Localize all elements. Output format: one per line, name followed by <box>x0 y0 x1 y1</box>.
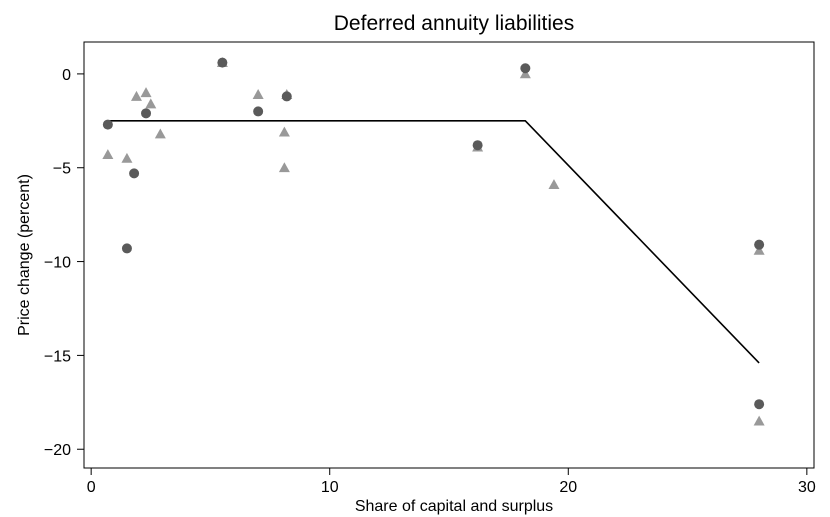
circle-point <box>129 168 140 179</box>
circle-point <box>754 399 765 410</box>
x-tick-label: 10 <box>321 479 339 496</box>
plot-frame <box>83 41 815 469</box>
triangle-point <box>278 162 290 173</box>
x-tick-label: 20 <box>559 479 577 496</box>
y-axis-label: Price change (percent) <box>16 174 33 336</box>
triangle-point <box>252 89 264 99</box>
triangle-point <box>753 244 765 255</box>
y-tick-label: −20 <box>44 442 71 459</box>
y-tick-label: −15 <box>44 348 71 365</box>
triangle-point <box>102 149 114 159</box>
x-axis-label: Share of capital and surplus <box>355 498 553 515</box>
fit-line-path <box>107 120 760 364</box>
triangle-point <box>278 126 290 137</box>
triangle-point <box>753 415 765 426</box>
x-tick-label: 30 <box>798 479 816 496</box>
x-tick-label: 0 <box>87 479 96 496</box>
triangle-point <box>519 68 531 79</box>
y-tick-label: −5 <box>53 161 71 178</box>
data-points <box>102 57 765 426</box>
triangle-point <box>121 152 133 163</box>
circle-point <box>520 63 531 74</box>
circle-point <box>472 140 483 151</box>
chart-title: Deferred annuity liabilities <box>334 12 574 35</box>
axis-ticks: 0 10 20 30 0 −5 −10 −15 −20 <box>44 67 816 496</box>
triangle-point <box>140 87 152 98</box>
triangle-point <box>145 98 157 109</box>
circle-point <box>281 91 292 102</box>
fit-line <box>107 120 760 364</box>
circle-point <box>217 57 228 68</box>
circle-point <box>253 106 264 117</box>
circle-point <box>121 243 132 254</box>
circle-point <box>102 119 113 130</box>
triangle-point <box>548 179 560 190</box>
y-tick-label: −10 <box>44 255 71 272</box>
triangle-point <box>130 90 142 101</box>
circle-point <box>754 239 765 250</box>
y-tick-label: 0 <box>62 67 71 84</box>
circle-point <box>141 108 152 119</box>
triangle-point <box>154 128 166 139</box>
